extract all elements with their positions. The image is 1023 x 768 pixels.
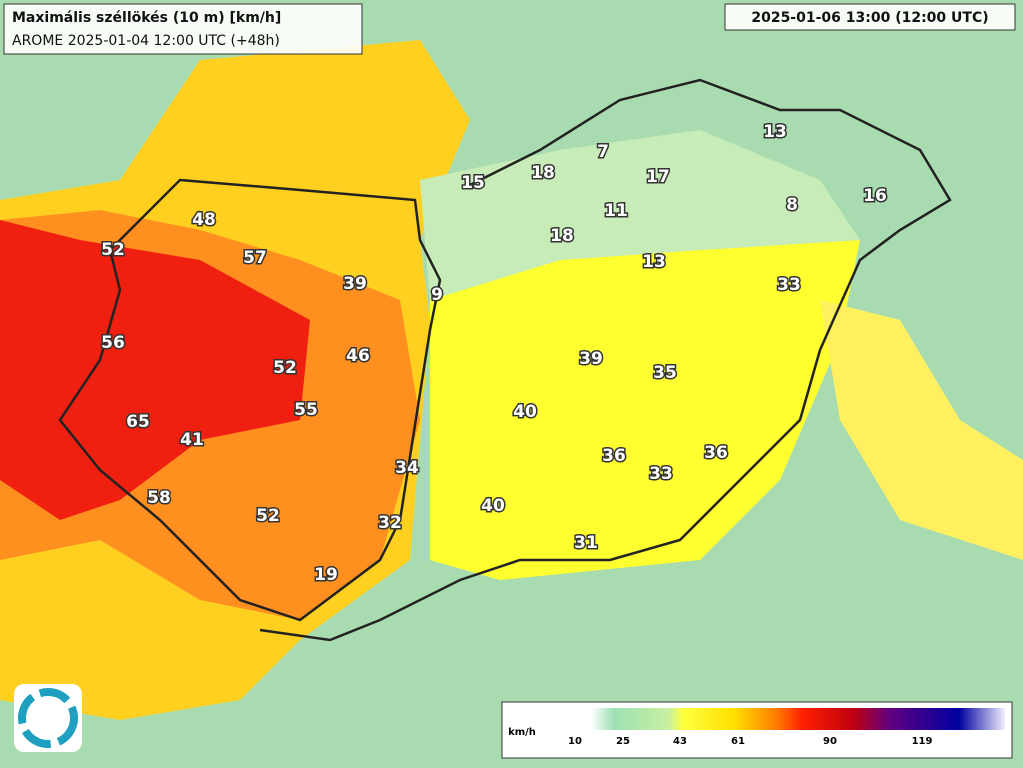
station-value: 52 xyxy=(101,240,125,260)
station-value: 18 xyxy=(550,226,574,246)
station-value: 55 xyxy=(294,400,318,420)
station-value: 18 xyxy=(531,163,555,183)
station-value: 34 xyxy=(395,458,419,478)
station-value: 41 xyxy=(180,430,204,450)
station-value: 52 xyxy=(273,358,297,378)
station-value: 57 xyxy=(243,248,267,268)
station-value: 39 xyxy=(579,349,603,369)
legend-bar xyxy=(545,708,1005,730)
subtitle: AROME 2025-01-04 12:00 UTC (+48h) xyxy=(12,33,280,49)
station-value: 36 xyxy=(602,446,626,466)
wind-area xyxy=(430,240,860,580)
station-value: 35 xyxy=(653,363,677,383)
legend-unit: km/h xyxy=(508,727,536,738)
station-value: 13 xyxy=(642,252,666,272)
station-value: 19 xyxy=(314,565,338,585)
legend-tick-label: 43 xyxy=(673,736,687,747)
country-border xyxy=(58,78,952,642)
station-value: 40 xyxy=(481,496,505,516)
legend-tick-label: 25 xyxy=(616,736,630,747)
valid-time: 2025-01-06 13:00 (12:00 UTC) xyxy=(751,10,988,26)
station-value: 9 xyxy=(431,285,443,305)
legend-tick-label: 90 xyxy=(823,736,837,747)
station-value: 11 xyxy=(604,201,628,221)
station-value: 33 xyxy=(777,275,801,295)
station-value: 36 xyxy=(704,443,728,463)
station-value: 31 xyxy=(574,533,598,553)
station-value: 15 xyxy=(461,173,485,193)
station-value: 52 xyxy=(256,506,280,526)
wind-area xyxy=(0,220,310,520)
station-value: 17 xyxy=(646,167,670,187)
station-value: 32 xyxy=(378,513,402,533)
station-value: 39 xyxy=(343,274,367,294)
station-value: 40 xyxy=(513,402,537,422)
station-value: 13 xyxy=(763,122,787,142)
station-value: 56 xyxy=(101,333,125,353)
station-value: 33 xyxy=(649,464,673,484)
logo-mark xyxy=(18,688,78,748)
legend-tick-label: 10 xyxy=(568,736,582,747)
wind-area xyxy=(820,300,1023,560)
station-value: 16 xyxy=(863,186,887,206)
station-value: 48 xyxy=(192,210,216,230)
time-box xyxy=(724,3,1016,31)
title: Maximális széllökés (10 m) [km/h] xyxy=(12,10,281,26)
wind-area xyxy=(420,130,860,300)
legend-tick-label: 61 xyxy=(731,736,745,747)
station-value: 8 xyxy=(786,195,798,215)
station-value: 7 xyxy=(597,142,609,162)
station-value: 65 xyxy=(126,412,150,432)
station-value: 58 xyxy=(147,488,171,508)
station-value: 46 xyxy=(346,346,370,366)
legend-tick-label: 119 xyxy=(912,736,933,747)
header-box xyxy=(3,3,363,55)
